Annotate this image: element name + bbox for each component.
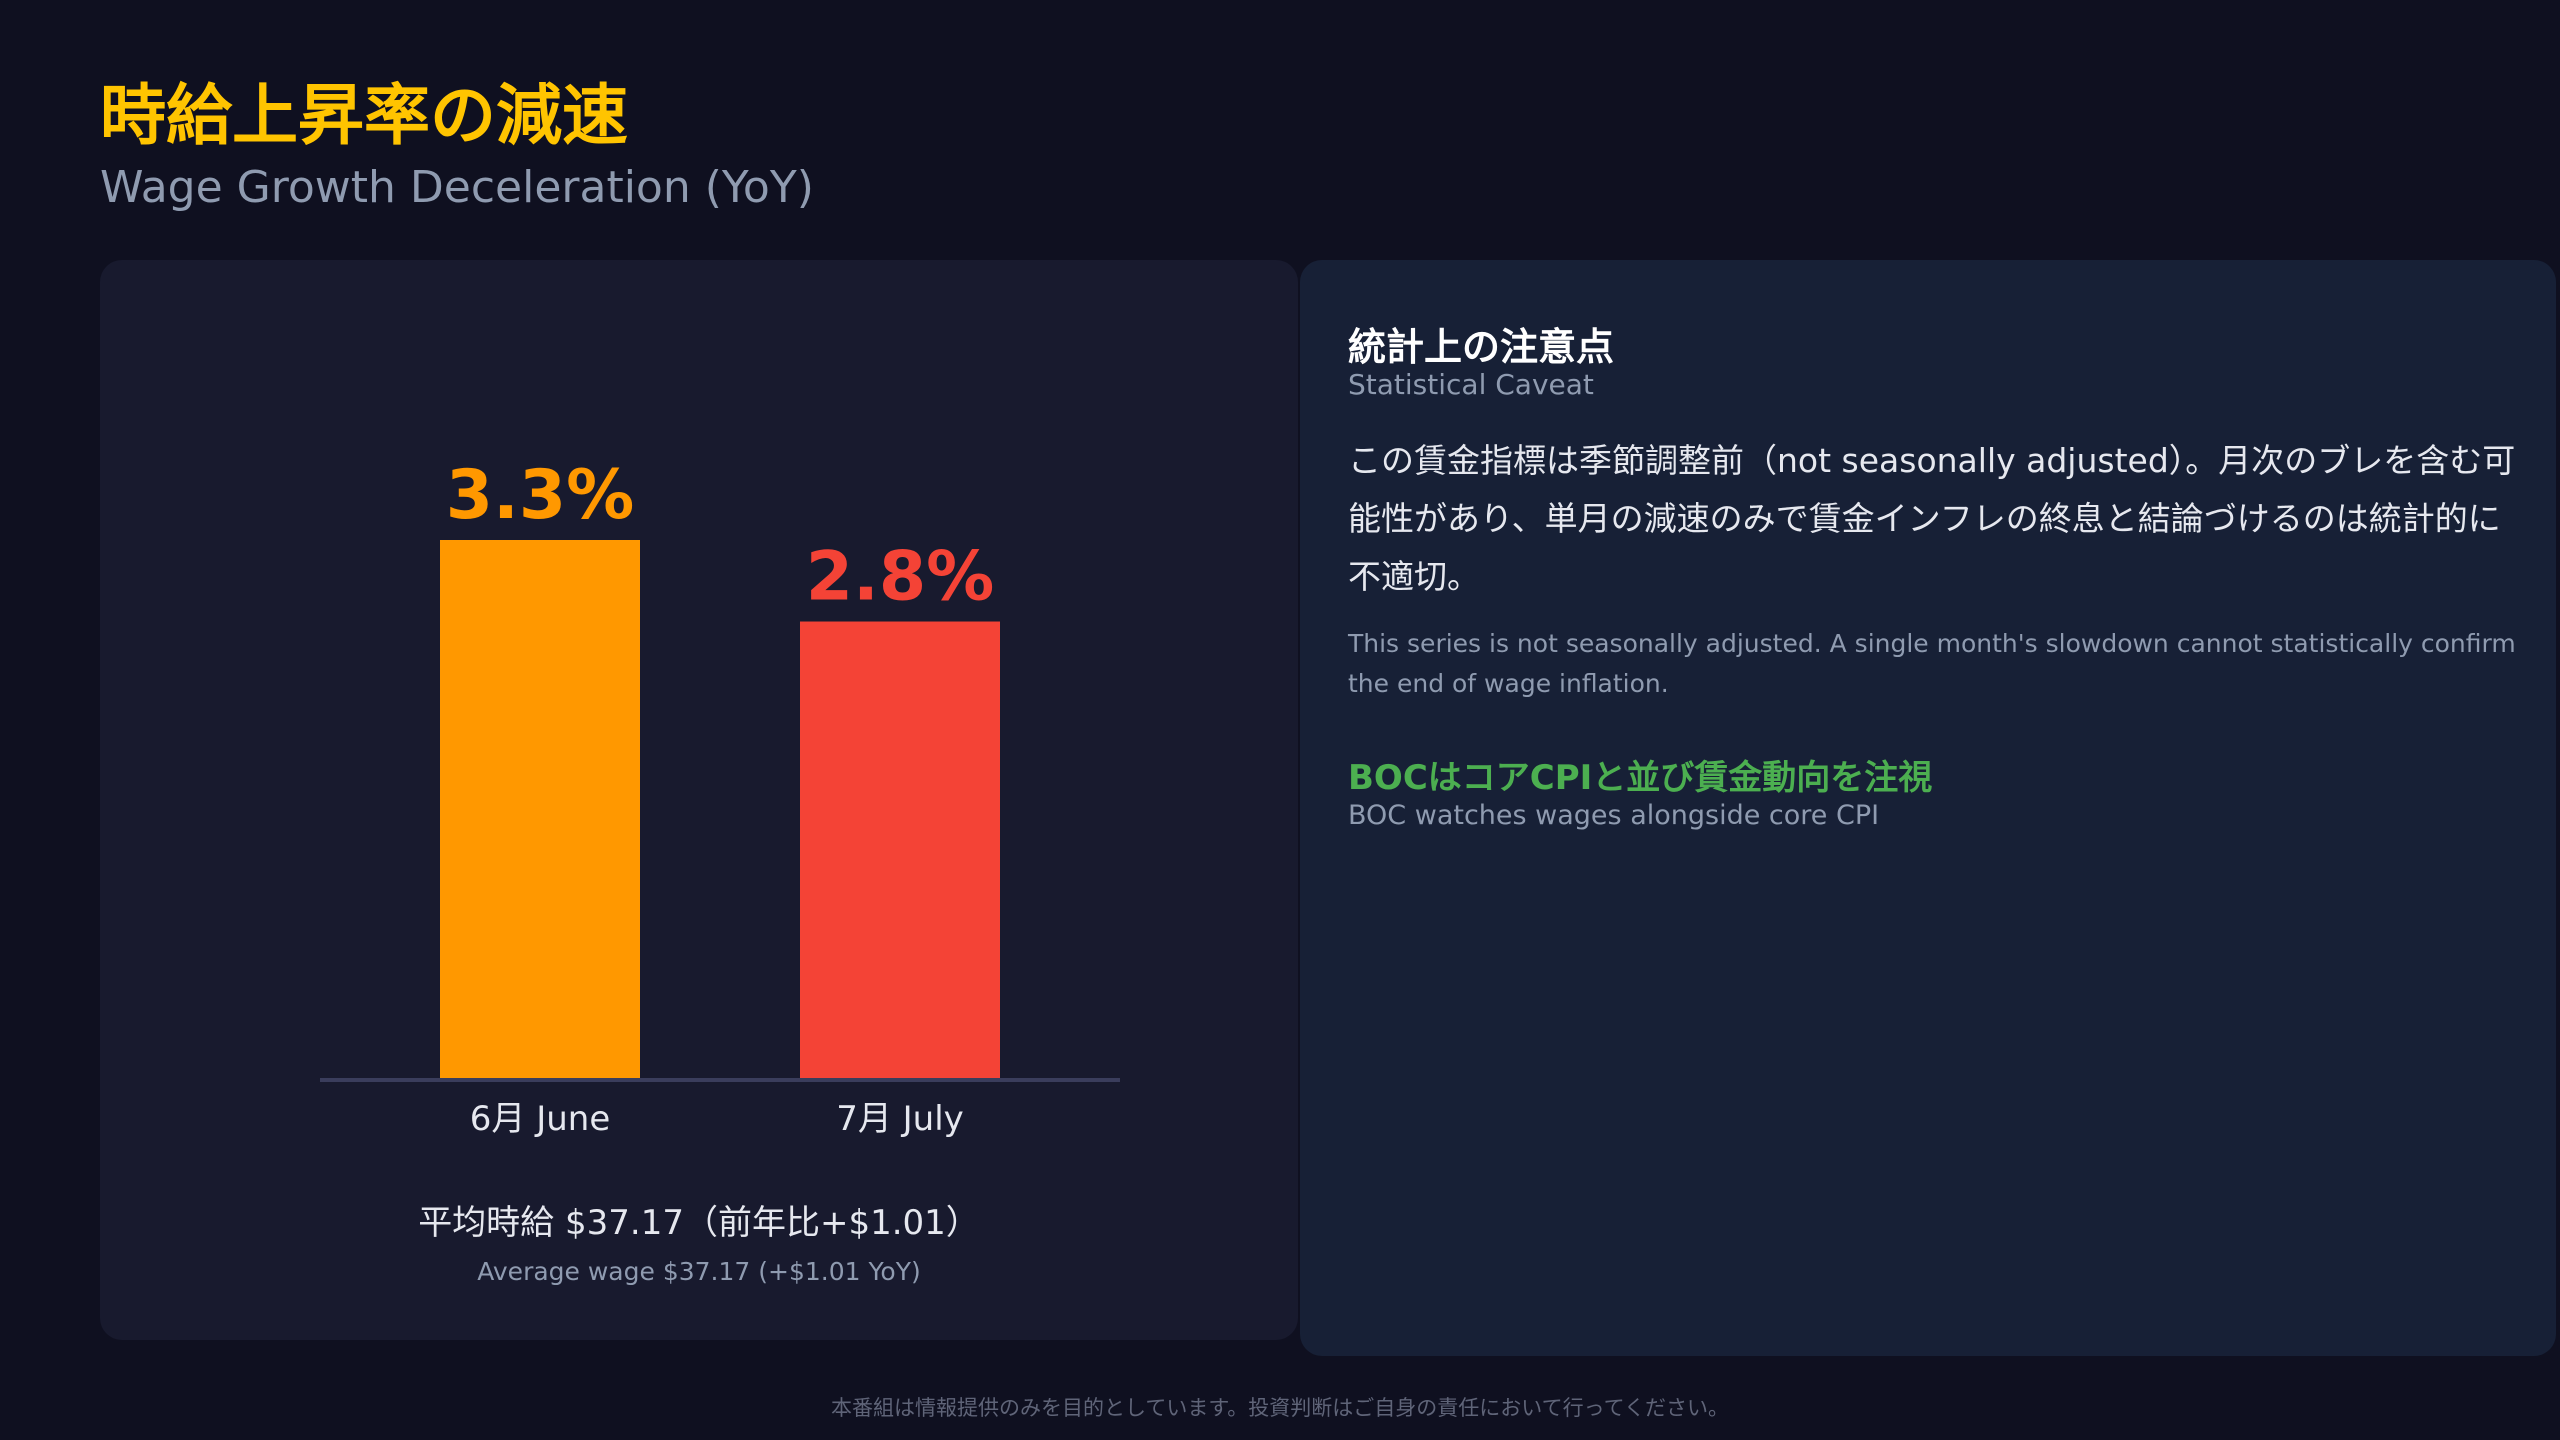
boc-note-en: BOC watches wages alongside core CPI	[1348, 800, 1880, 831]
disclaimer: 本番組は情報提供のみを目的としています。投資判断はご自身の責任において行ってくだ…	[831, 1396, 1729, 1420]
average-wage-en: Average wage $37.17 (+$1.01 YoY)	[477, 1257, 921, 1286]
bar-0	[440, 540, 640, 1078]
page-subtitle: Wage Growth Deceleration (YoY)	[100, 162, 814, 213]
average-wage-jp: 平均時給 $37.17（前年比+$1.01）	[418, 1203, 980, 1243]
bar-value-label-1: 2.8%	[806, 538, 995, 617]
caveat-title-jp: 統計上の注意点	[1348, 325, 1615, 369]
caveat-title-en: Statistical Caveat	[1348, 368, 1594, 401]
page-title: 時給上昇率の減速	[100, 77, 628, 154]
category-label-1: 7月 July	[836, 1099, 964, 1139]
wage-bar-chart: 3.3% 6月 June 2.8% 7月 July	[320, 456, 1120, 1139]
caveat-body-jp: この賃金指標は季節調整前（not seasonally adjusted）。月次…	[1348, 441, 2516, 596]
caveat-body-en: This series is not seasonally adjusted. …	[1348, 629, 2516, 698]
boc-note-jp: BOCはコアCPIと並び賃金動向を注視	[1348, 758, 1933, 798]
category-label-0: 6月 June	[470, 1099, 610, 1139]
bar-value-label-0: 3.3%	[446, 456, 635, 535]
caveat-panel: 統計上の注意点 Statistical Caveat この賃金指標は季節調整前（…	[1300, 260, 2556, 1356]
chart-panel: 3.3% 6月 June 2.8% 7月 July 平均時給 $37.17（前年比+$…	[100, 260, 1298, 1340]
bar-1	[800, 621, 1000, 1078]
